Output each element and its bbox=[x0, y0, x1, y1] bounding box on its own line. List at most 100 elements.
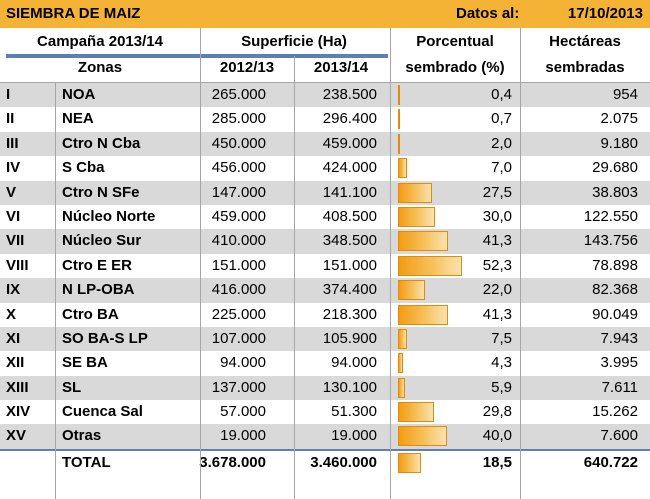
zone-name: S Cba bbox=[62, 159, 105, 177]
surface-header: Superficie (Ha) bbox=[241, 33, 347, 50]
hectares-sown: 7.611 bbox=[601, 378, 638, 396]
table-row: VII Núcleo Sur 410.000 348.500 41,3 143.756 bbox=[0, 229, 650, 254]
zone-number: V bbox=[6, 183, 17, 201]
surface-2012-13: 137.000 bbox=[211, 378, 266, 396]
zone-name: Ctro N SFe bbox=[62, 183, 140, 201]
surface-2013-14: 374.400 bbox=[322, 281, 377, 299]
ha-header-line2: sembradas bbox=[545, 59, 625, 76]
ha-header-line1: Hectáreas bbox=[549, 33, 621, 50]
surface-2013-14: 296.400 bbox=[322, 110, 377, 128]
pct-header-line1: Porcentual bbox=[416, 33, 494, 50]
table-row: III Ctro N Cba 450.000 459.000 2,0 9.180 bbox=[0, 131, 650, 157]
hectares-sown: 15.262 bbox=[592, 403, 638, 421]
col-separator bbox=[294, 56, 295, 499]
surface-2013-14: 238.500 bbox=[322, 86, 377, 103]
surface-2013-14: 94.000 bbox=[331, 354, 377, 372]
hectares-sown: 90.049 bbox=[592, 305, 638, 323]
surface-2013-14: 141.100 bbox=[322, 183, 377, 201]
table-row: XII SE BA 94.000 94.000 4,3 3.995 bbox=[0, 351, 650, 376]
table-row: XIII SL 137.000 130.100 5,9 7.611 bbox=[0, 375, 650, 401]
surface-2012-13: 459.000 bbox=[211, 207, 266, 225]
hectares-sown: 2.075 bbox=[600, 110, 638, 128]
zone-name: Núcleo Sur bbox=[62, 232, 142, 250]
pct-bar bbox=[398, 353, 404, 374]
surface-2012-13: 450.000 bbox=[211, 134, 266, 152]
header-underline bbox=[6, 54, 388, 58]
pct-sown: 22,0 bbox=[482, 281, 512, 299]
pct-sown: 30,0 bbox=[482, 207, 512, 225]
zone-name: Ctro BA bbox=[62, 305, 119, 323]
table-row: XIV Cuenca Sal 57.000 51.300 29,8 15.262 bbox=[0, 400, 650, 425]
zone-name: SE BA bbox=[62, 354, 108, 372]
hectares-sown: 3.995 bbox=[600, 354, 638, 372]
pct-bar bbox=[398, 133, 401, 154]
surface-2013-14: 218.300 bbox=[322, 305, 377, 323]
surface-2013-14: 348.500 bbox=[322, 232, 377, 250]
zone-name: N LP-OBA bbox=[62, 281, 135, 299]
surface-2013-14: 424.000 bbox=[322, 159, 377, 177]
date-value: 17/10/2013 bbox=[567, 5, 643, 22]
surface-2012-13: 456.000 bbox=[211, 159, 266, 177]
surface-2013-14: 130.100 bbox=[322, 378, 377, 396]
table-body: I NOA 265.000 238.500 0,4 954 II NEA 285.000 296.… bbox=[0, 83, 650, 476]
header-divider bbox=[0, 82, 650, 83]
zone-number: XIII bbox=[6, 378, 29, 396]
table-row: II NEA 285.000 296.400 0,7 2.075 bbox=[0, 107, 650, 132]
table-row: X Ctro BA 225.000 218.300 41,3 90.049 bbox=[0, 302, 650, 327]
pct-sown: 0,7 bbox=[491, 110, 512, 128]
surface-2012-13: 225.000 bbox=[211, 305, 266, 323]
surface-2013-14: 151.000 bbox=[322, 256, 377, 274]
zone-number: II bbox=[6, 110, 15, 128]
surface-2012-13: 410.000 bbox=[211, 232, 266, 250]
surface-2013-14: 408.500 bbox=[322, 207, 377, 225]
surface-2012-13: 265.000 bbox=[211, 86, 266, 103]
pct-bar bbox=[398, 182, 432, 203]
pct-header-line2: sembrado (%) bbox=[405, 59, 505, 76]
pct-bar bbox=[398, 328, 408, 349]
pct-bar bbox=[398, 377, 406, 398]
pct-bar bbox=[398, 452, 421, 473]
zone-number: III bbox=[6, 134, 19, 152]
pct-sown: 4,3 bbox=[491, 354, 512, 372]
pct-bar bbox=[398, 280, 425, 301]
pct-bar bbox=[398, 255, 462, 276]
zone-number: XI bbox=[6, 329, 21, 347]
campaign-header: Campaña 2013/14 bbox=[37, 33, 163, 50]
zone-number: XV bbox=[6, 427, 27, 445]
table-row: XV Otras 19.000 19.000 40,0 7.600 bbox=[0, 424, 650, 449]
pct-sown: 29,8 bbox=[482, 403, 512, 421]
year2-header: 2013/14 bbox=[313, 59, 369, 76]
surface-2012-13: 94.000 bbox=[220, 354, 266, 372]
zone-number: I bbox=[6, 86, 11, 103]
surface-2012-13: 416.000 bbox=[211, 281, 266, 299]
pct-sown: 40,0 bbox=[482, 427, 512, 445]
zone-number: IV bbox=[6, 159, 21, 177]
pct-bar bbox=[398, 85, 400, 105]
pct-bar bbox=[398, 158, 407, 179]
table-title: SIEMBRA DE MAIZ bbox=[6, 5, 141, 22]
pct-sown: 41,3 bbox=[482, 305, 512, 323]
surface-2012-13: 151.000 bbox=[211, 256, 266, 274]
col-separator bbox=[200, 28, 201, 499]
pct-sown: 7,5 bbox=[491, 329, 512, 347]
table-row: XI SO BA-S LP 107.000 105.900 7,5 7.943 bbox=[0, 326, 650, 352]
total-surface-2012-13: 3.678.000 bbox=[199, 453, 266, 471]
pct-bar bbox=[398, 109, 400, 130]
hectares-sown: 78.898 bbox=[592, 256, 638, 274]
surface-2013-14: 51.300 bbox=[331, 403, 377, 421]
zone-name: Núcleo Norte bbox=[62, 207, 156, 225]
zones-header: Zonas bbox=[77, 59, 123, 76]
surface-2012-13: 285.000 bbox=[211, 110, 266, 128]
total-surface-2013-14: 3.460.000 bbox=[310, 453, 377, 471]
pct-bar bbox=[398, 231, 449, 252]
total-hectares-sown: 640.722 bbox=[583, 453, 638, 471]
surface-2013-14: 105.900 bbox=[322, 329, 377, 347]
col-separator bbox=[520, 28, 521, 499]
zone-number: XIV bbox=[6, 403, 31, 421]
surface-2013-14: 19.000 bbox=[331, 427, 377, 445]
hectares-sown: 29.680 bbox=[592, 159, 638, 177]
col-separator bbox=[390, 28, 391, 499]
table-row: VIII Ctro E ER 151.000 151.000 52,3 78.898 bbox=[0, 253, 650, 279]
table-row: IX N LP-OBA 416.000 374.400 22,0 82.368 bbox=[0, 278, 650, 303]
hectares-sown: 122.550 bbox=[583, 207, 638, 225]
